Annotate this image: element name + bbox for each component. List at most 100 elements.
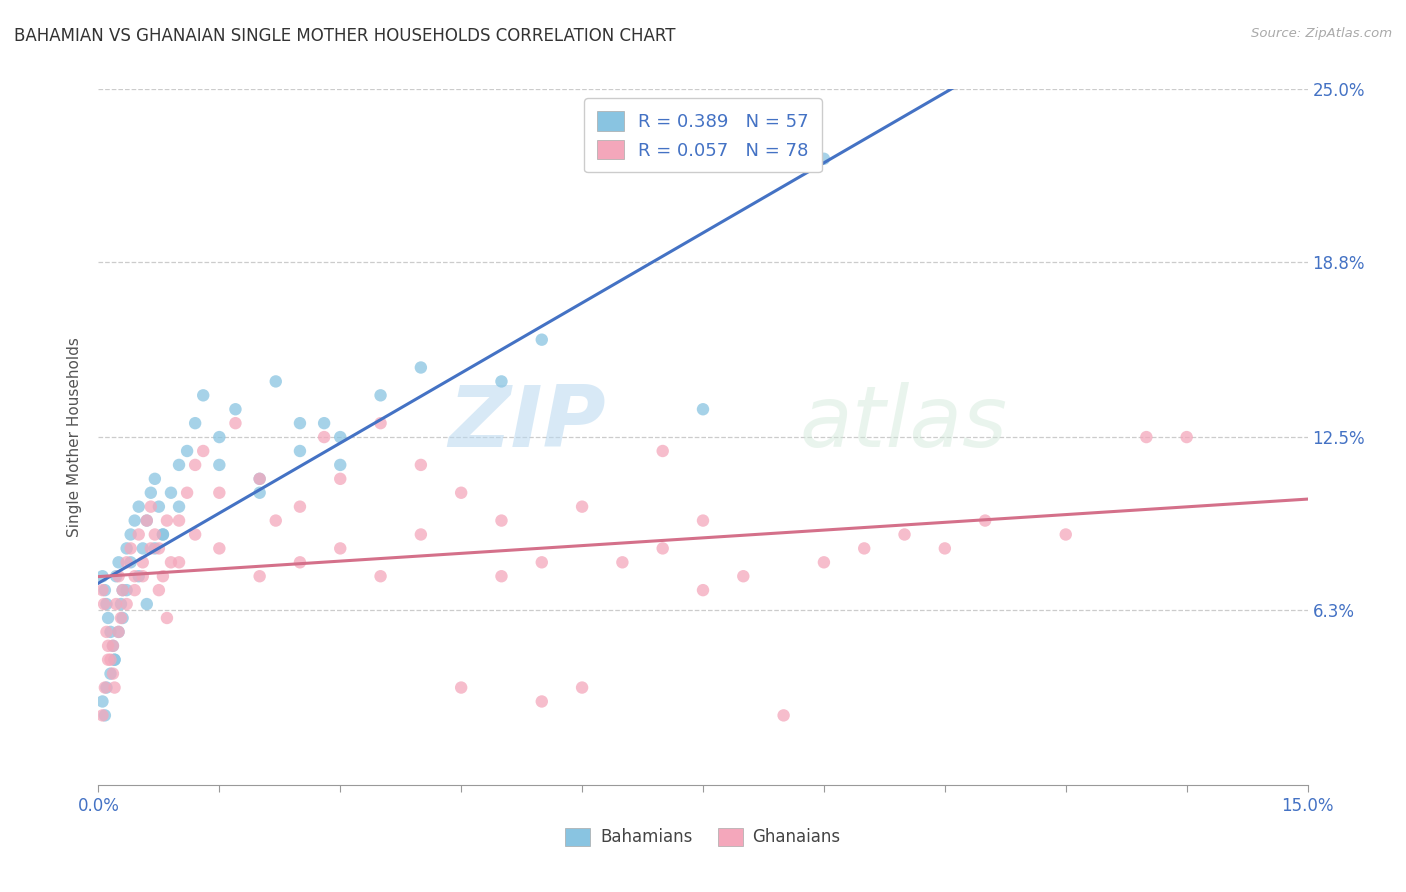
- Point: [1054, 527, 1077, 541]
- Point: [105, 597, 128, 611]
- Point: [288, 555, 311, 569]
- Point: [103, 653, 125, 667]
- Point: [491, 569, 513, 583]
- Point: [571, 681, 593, 695]
- Point: [329, 541, 352, 556]
- Point: [110, 611, 132, 625]
- Point: [370, 388, 392, 402]
- Point: [167, 555, 190, 569]
- Point: [224, 416, 246, 430]
- Point: [115, 555, 138, 569]
- Point: [107, 555, 129, 569]
- Point: [143, 472, 166, 486]
- Point: [103, 653, 125, 667]
- Point: [530, 555, 553, 569]
- Point: [530, 333, 553, 347]
- Point: [143, 541, 166, 556]
- Point: [208, 430, 231, 444]
- Point: [94, 681, 117, 695]
- Point: [132, 541, 155, 556]
- Point: [264, 514, 287, 528]
- Point: [152, 527, 174, 541]
- Point: [120, 555, 142, 569]
- Point: [288, 416, 311, 430]
- Point: [105, 569, 128, 583]
- Point: [96, 624, 118, 639]
- Point: [329, 458, 352, 472]
- Point: [115, 583, 138, 598]
- Point: [893, 527, 915, 541]
- Point: [100, 624, 122, 639]
- Point: [115, 597, 138, 611]
- Text: ZIP: ZIP: [449, 382, 606, 465]
- Text: BAHAMIAN VS GHANAIAN SINGLE MOTHER HOUSEHOLDS CORRELATION CHART: BAHAMIAN VS GHANAIAN SINGLE MOTHER HOUSE…: [14, 27, 675, 45]
- Point: [124, 514, 146, 528]
- Point: [94, 583, 117, 598]
- Point: [692, 514, 714, 528]
- Point: [184, 416, 207, 430]
- Point: [110, 597, 132, 611]
- Point: [176, 444, 198, 458]
- Point: [128, 527, 150, 541]
- Point: [101, 666, 124, 681]
- Point: [409, 458, 432, 472]
- Point: [107, 569, 129, 583]
- Point: [132, 569, 155, 583]
- Point: [329, 430, 352, 444]
- Point: [314, 416, 336, 430]
- Point: [249, 472, 271, 486]
- Point: [370, 416, 392, 430]
- Point: [135, 514, 157, 528]
- Legend: Bahamians, Ghanaians: Bahamians, Ghanaians: [558, 822, 848, 853]
- Point: [148, 583, 170, 598]
- Point: [193, 388, 215, 402]
- Point: [96, 597, 118, 611]
- Point: [612, 555, 634, 569]
- Point: [91, 583, 114, 598]
- Point: [692, 402, 714, 417]
- Point: [128, 500, 150, 514]
- Point: [135, 597, 157, 611]
- Point: [156, 611, 179, 625]
- Point: [111, 583, 134, 598]
- Point: [91, 694, 114, 708]
- Point: [934, 541, 956, 556]
- Point: [167, 500, 190, 514]
- Point: [184, 458, 207, 472]
- Point: [491, 514, 513, 528]
- Point: [571, 500, 593, 514]
- Point: [409, 527, 432, 541]
- Point: [111, 583, 134, 598]
- Text: atlas: atlas: [800, 382, 1008, 465]
- Point: [314, 430, 336, 444]
- Point: [167, 458, 190, 472]
- Point: [651, 541, 673, 556]
- Point: [94, 708, 117, 723]
- Point: [288, 444, 311, 458]
- Point: [100, 653, 122, 667]
- Point: [156, 514, 179, 528]
- Point: [128, 569, 150, 583]
- Point: [264, 375, 287, 389]
- Point: [111, 611, 134, 625]
- Point: [249, 472, 271, 486]
- Point: [530, 694, 553, 708]
- Point: [152, 569, 174, 583]
- Point: [409, 360, 432, 375]
- Point: [97, 611, 120, 625]
- Point: [813, 152, 835, 166]
- Point: [100, 666, 122, 681]
- Text: Source: ZipAtlas.com: Source: ZipAtlas.com: [1251, 27, 1392, 40]
- Point: [148, 500, 170, 514]
- Point: [491, 375, 513, 389]
- Point: [450, 485, 472, 500]
- Point: [93, 597, 115, 611]
- Point: [101, 639, 124, 653]
- Y-axis label: Single Mother Households: Single Mother Households: [67, 337, 83, 537]
- Point: [139, 541, 162, 556]
- Point: [1135, 430, 1157, 444]
- Point: [135, 514, 157, 528]
- Point: [370, 569, 392, 583]
- Point: [120, 541, 142, 556]
- Point: [132, 555, 155, 569]
